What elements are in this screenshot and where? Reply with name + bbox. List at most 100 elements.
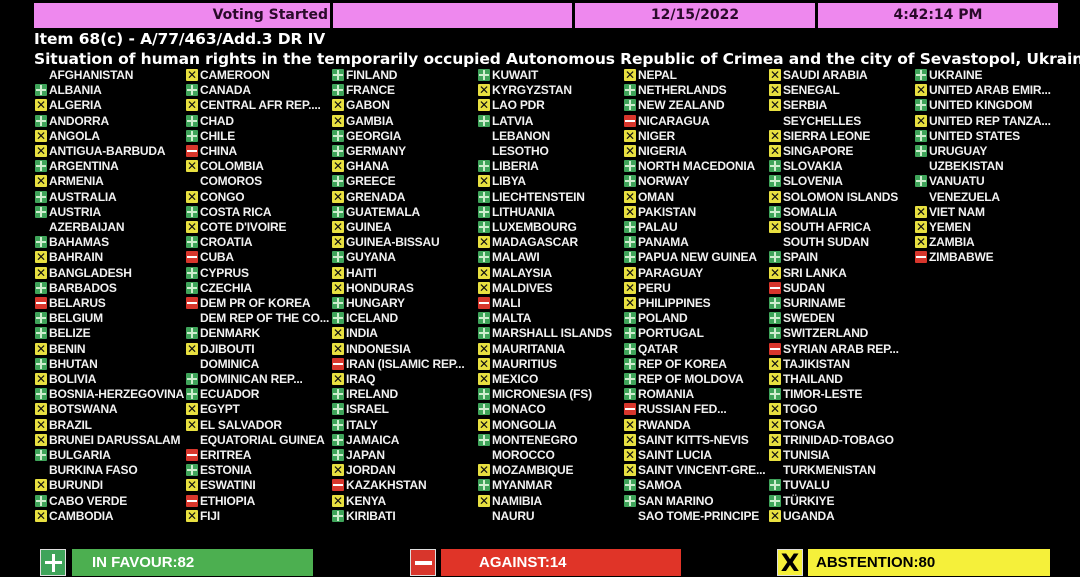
- country-name: ROMANIA: [638, 387, 694, 402]
- plus-icon: [332, 388, 344, 401]
- country-name: BURKINA FASO: [49, 463, 138, 478]
- country-name: HAITI: [346, 265, 377, 280]
- x-icon: ✕: [35, 372, 47, 386]
- plus-icon: [332, 312, 344, 325]
- minus-icon: [410, 549, 436, 576]
- x-icon: ✕: [186, 220, 198, 234]
- country-name: SINGAPORE: [783, 144, 854, 158]
- plus-icon: [478, 251, 490, 264]
- x-icon: ✕: [35, 508, 47, 523]
- country-name: TAJIKISTAN: [783, 356, 850, 371]
- country-name: TIMOR-LESTE: [783, 387, 863, 402]
- country-name: CROATIA: [200, 235, 253, 250]
- country-name: CHINA: [200, 144, 237, 158]
- country-name: ANTIGUA-BARBUDA: [49, 144, 166, 158]
- country-name: ETHIOPIA: [200, 493, 256, 508]
- x-icon: ✕: [478, 174, 490, 189]
- x-icon: ✕: [35, 341, 47, 356]
- plus-icon: [769, 251, 781, 264]
- country-name: ALBANIA: [49, 83, 102, 98]
- country-name: JAMAICA: [346, 432, 400, 447]
- country-name: PALAU: [638, 220, 678, 234]
- country-name: CAMBODIA: [49, 508, 114, 523]
- minus-icon: [915, 251, 927, 264]
- country-name: TUVALU: [783, 478, 830, 493]
- x-icon: ✕: [624, 432, 636, 447]
- x-icon: ✕: [35, 174, 47, 189]
- x-icon: ✕: [332, 265, 344, 280]
- country-name: BRUNEI DARUSSALAM: [49, 432, 181, 447]
- country-name: DENMARK: [200, 326, 260, 341]
- country-name: LEBANON: [492, 128, 550, 143]
- plus-icon: [186, 205, 198, 218]
- country-name: BULGARIA: [49, 448, 111, 462]
- minus-icon: [769, 281, 781, 294]
- plus-icon: [478, 327, 490, 340]
- country-name: VENEZUELA: [929, 189, 1000, 204]
- country-name: ERITREA: [200, 448, 252, 462]
- plus-icon: [35, 327, 47, 340]
- item-code: Item 68(c) - A/77/463/Add.3 DR IV: [34, 30, 326, 48]
- plus-icon: [35, 312, 47, 325]
- country-name: GUINEA-BISSAU: [346, 235, 440, 250]
- country-name: MADAGASCAR: [492, 235, 578, 250]
- country-name: FRANCE: [346, 83, 395, 98]
- country-name: LUXEMBOURG: [492, 220, 577, 234]
- x-icon: ✕: [35, 417, 47, 432]
- country-name: HUNGARY: [346, 296, 405, 310]
- country-name: KAZAKHSTAN: [346, 478, 427, 493]
- country-name: SOMALIA: [783, 204, 837, 219]
- plus-icon: [915, 129, 927, 142]
- x-icon: ✕: [332, 113, 344, 128]
- country-name: DOMINICAN REP...: [200, 372, 303, 386]
- country-name: PAPUA NEW GUINEA: [638, 250, 757, 265]
- country-name: NEPAL: [638, 68, 677, 82]
- x-icon: ✕: [478, 463, 490, 478]
- x-icon: ✕: [624, 144, 636, 158]
- x-icon: ✕: [478, 265, 490, 280]
- country-name: REP OF KOREA: [638, 356, 727, 371]
- plus-icon: [769, 327, 781, 340]
- x-icon: ✕: [624, 463, 636, 478]
- x-icon: ✕: [478, 235, 490, 250]
- against-total: AGAINST:14: [441, 549, 681, 576]
- x-icon: ✕: [769, 189, 781, 204]
- plus-icon: [624, 373, 636, 385]
- x-icon: ✕: [186, 98, 198, 113]
- country-name: LIBERIA: [492, 159, 539, 174]
- x-icon: ✕: [624, 296, 636, 310]
- x-icon: ✕: [332, 159, 344, 174]
- country-name: UNITED ARAB EMIR...: [929, 83, 1051, 98]
- country-name: SLOVAKIA: [783, 159, 843, 174]
- x-icon: ✕: [915, 113, 927, 128]
- country-name: CABO VERDE: [49, 493, 128, 508]
- country-name: BAHRAIN: [49, 250, 103, 265]
- country-name: JAPAN: [346, 448, 385, 462]
- x-icon: ✕: [332, 98, 344, 113]
- country-name: SPAIN: [783, 250, 818, 265]
- country-name: ITALY: [346, 417, 378, 432]
- country-name: CAMEROON: [200, 68, 270, 82]
- plus-icon: [332, 403, 344, 416]
- country-name: AUSTRALIA: [49, 189, 117, 204]
- country-name: UNITED REP TANZA...: [929, 113, 1051, 128]
- x-icon: ✕: [478, 372, 490, 386]
- country-name: UNITED STATES: [929, 128, 1020, 143]
- country-name: BELARUS: [49, 296, 106, 310]
- x-icon: ✕: [332, 220, 344, 234]
- x-icon: ✕: [332, 326, 344, 341]
- country-name: LAO PDR: [492, 98, 545, 113]
- plus-icon: [624, 357, 636, 370]
- plus-icon: [186, 129, 198, 142]
- country-name: POLAND: [638, 311, 688, 326]
- x-icon: ✕: [35, 478, 47, 493]
- country-name: BRAZIL: [49, 417, 92, 432]
- country-name: YEMEN: [929, 220, 971, 234]
- x-icon: ✕: [624, 68, 636, 82]
- x-icon: ✕: [915, 220, 927, 234]
- plus-icon: [40, 549, 66, 576]
- x-icon: X: [777, 549, 803, 576]
- country-name: HONDURAS: [346, 280, 414, 295]
- x-icon: ✕: [186, 341, 198, 356]
- country-name: ECUADOR: [200, 387, 260, 402]
